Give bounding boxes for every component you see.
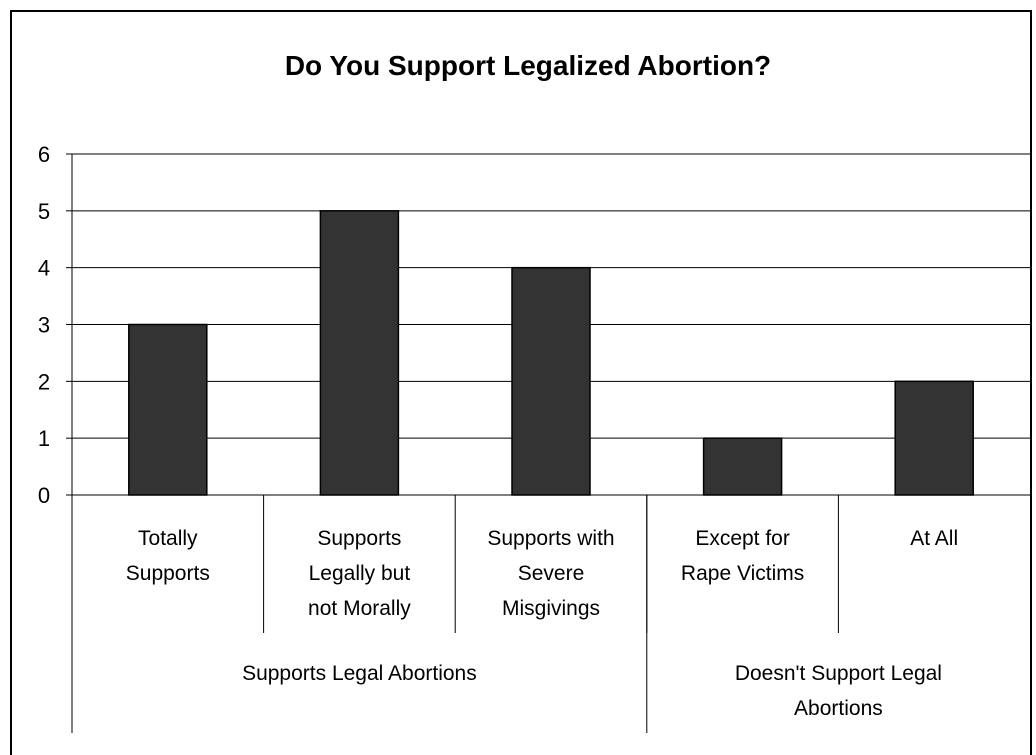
- category-label: Supports with: [487, 527, 614, 550]
- y-tick-label: 4: [38, 256, 50, 281]
- category-label: Except for: [695, 527, 790, 550]
- group-label: Abortions: [794, 697, 883, 720]
- y-tick-label: 0: [38, 483, 50, 508]
- category-labels: Totally Supports Supports Legally but not Mo…: [126, 527, 958, 620]
- category-label: Supports: [126, 562, 210, 585]
- category-label: Rape Victims: [681, 562, 804, 585]
- category-label: Totally: [138, 527, 198, 550]
- category-label: not Morally: [308, 597, 411, 620]
- group-label: Supports Legal Abortions: [242, 662, 477, 685]
- bar: [894, 380, 974, 496]
- y-tick-label: 6: [38, 142, 50, 167]
- bar: [511, 266, 591, 496]
- group-label: Doesn't Support Legal: [735, 662, 942, 685]
- category-label: At All: [910, 527, 958, 550]
- y-tick-label: 2: [38, 369, 50, 394]
- bar: [319, 210, 400, 496]
- category-label: Misgivings: [502, 597, 600, 620]
- y-tick-label: 1: [38, 426, 50, 451]
- bars: [128, 210, 974, 496]
- axes: [66, 153, 1030, 733]
- category-label: Legally but: [309, 562, 411, 585]
- category-label: Severe: [518, 562, 585, 585]
- y-tick-label: 5: [38, 199, 50, 224]
- bar: [702, 437, 783, 496]
- bar: [128, 323, 208, 496]
- y-axis-ticks: 0 1 2 3 4 5 6: [38, 142, 50, 508]
- category-label: Supports: [317, 527, 401, 550]
- group-labels: Supports Legal Abortions Doesn't Support …: [242, 662, 942, 720]
- y-tick-label: 3: [38, 313, 50, 338]
- chart-title: Do You Support Legalized Abortion?: [285, 50, 771, 81]
